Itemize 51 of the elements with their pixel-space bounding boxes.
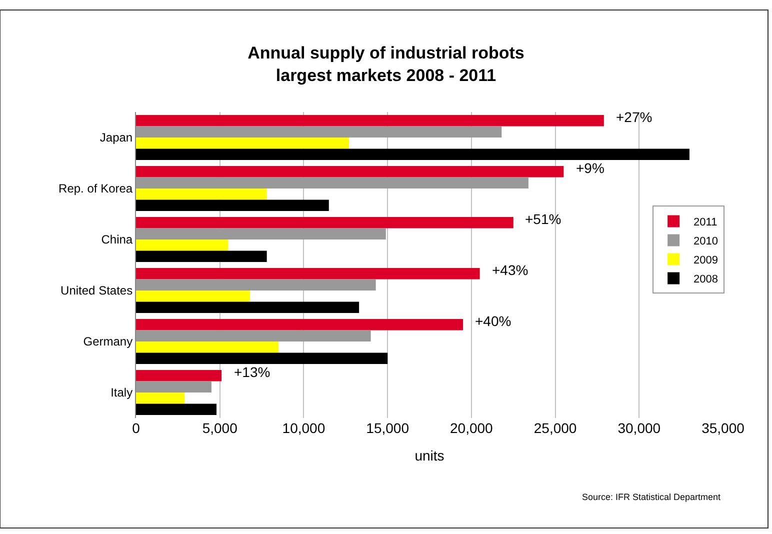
x-tick-label: 25,000 <box>534 420 577 436</box>
y-tick-label: Italy <box>110 386 133 400</box>
bar <box>136 115 604 126</box>
bar <box>136 250 267 262</box>
bar <box>136 166 564 178</box>
bar <box>136 148 690 160</box>
x-axis-title: units <box>414 447 444 464</box>
x-tick-label: 5,000 <box>202 420 238 436</box>
x-tick-label: 35,000 <box>702 420 745 436</box>
bar <box>136 138 349 149</box>
y-tick-label: Rep. of Korea <box>58 182 133 196</box>
bar <box>136 228 386 240</box>
annotation: +9% <box>576 160 604 176</box>
bar <box>136 240 228 251</box>
legend-label: 2009 <box>694 254 718 266</box>
bar <box>136 217 514 228</box>
x-tick-label: 30,000 <box>618 420 661 436</box>
bar <box>136 404 216 415</box>
x-tick-label: 0 <box>132 420 140 436</box>
bar <box>136 177 528 188</box>
bar <box>136 302 360 313</box>
annotation: +40% <box>475 313 512 329</box>
bar <box>136 370 222 382</box>
bar <box>136 381 212 392</box>
x-tick-label: 20,000 <box>450 420 494 436</box>
chart-title: Annual supply of industrial robots largest markets 2008 - 2011 <box>248 44 524 85</box>
bar <box>136 188 267 200</box>
bar <box>136 200 329 211</box>
annotation: +13% <box>234 364 270 380</box>
x-tick-label: 10,000 <box>282 420 326 436</box>
y-tick-label: Germany <box>83 334 133 349</box>
bar <box>136 342 279 353</box>
legend-label: 2010 <box>694 235 718 248</box>
legend-label: 2008 <box>694 273 718 286</box>
bar <box>136 392 185 404</box>
bar <box>136 126 502 138</box>
bar <box>136 279 376 290</box>
y-tick-label: China <box>101 232 133 247</box>
legend-label: 2011 <box>694 216 718 228</box>
bar <box>136 330 371 342</box>
bar <box>136 290 250 302</box>
bar <box>136 268 480 280</box>
annotation: +27% <box>616 109 652 125</box>
annotation: +43% <box>492 262 528 278</box>
y-tick-label: United States <box>60 284 133 298</box>
bar <box>136 319 464 330</box>
x-tick-label: 15,000 <box>366 420 410 436</box>
source-note: Source: IFR Statistical Department <box>582 492 722 502</box>
annotation: +51% <box>525 211 562 227</box>
bar <box>136 352 388 364</box>
y-tick-label: Japan <box>100 130 133 145</box>
